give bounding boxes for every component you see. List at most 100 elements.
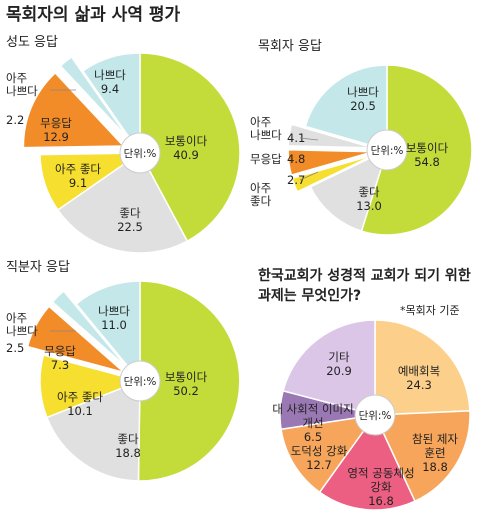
slice-value: 6.5 xyxy=(304,430,322,444)
slice-value: 4.8 xyxy=(287,152,305,166)
slice-value: 7.3 xyxy=(51,358,69,372)
slice-value: 22.5 xyxy=(117,220,143,234)
pie-slice xyxy=(287,123,374,149)
unit-circle xyxy=(354,394,396,436)
pie-slice xyxy=(51,290,129,369)
slice-value: 2.2 xyxy=(6,113,24,127)
pie-slice xyxy=(374,319,471,416)
unit-circle xyxy=(119,132,161,174)
slice-label: 나쁘다 xyxy=(6,84,38,98)
slice-value: 50.2 xyxy=(173,384,199,398)
slice-label: 나쁘다 xyxy=(98,304,130,318)
question-note: *목회자 기준 xyxy=(400,304,460,317)
unit-label: 단위:% xyxy=(359,409,392,422)
slice-label: 강화 xyxy=(370,480,392,494)
pie-slice xyxy=(280,413,377,494)
pie-slice xyxy=(75,280,141,384)
unit-circle xyxy=(366,129,408,171)
chart-title-pastors: 목회자 응답 xyxy=(258,39,322,54)
leader-line xyxy=(299,171,319,181)
pie-slice xyxy=(39,354,143,419)
slice-label: 나쁘다 xyxy=(250,128,282,142)
pie-slice xyxy=(59,55,130,140)
slice-value: 11.0 xyxy=(101,318,127,332)
pie-slice xyxy=(56,151,189,254)
slice-label: 아주 좋다 xyxy=(55,162,101,176)
question-title-line1: 한국교회가 성경적 교회가 되기 위한 xyxy=(258,267,471,284)
slice-value: 18.8 xyxy=(115,446,141,460)
page-title: 목회자의 삶과 사역 평가 xyxy=(6,5,181,25)
slice-value: 4.1 xyxy=(287,131,305,145)
pie-slice xyxy=(22,71,126,149)
slice-value: 18.8 xyxy=(422,460,448,474)
slice-label: 나쁘다 xyxy=(6,324,38,338)
slice-label: 아주 xyxy=(250,115,271,129)
pie-slice xyxy=(291,154,375,193)
slice-label: 아주 xyxy=(6,311,27,325)
pie-slice xyxy=(373,410,471,503)
pie-slice xyxy=(309,148,389,233)
slice-label: 나쁘다 xyxy=(347,85,379,99)
slice-label: 좋다 xyxy=(119,206,141,220)
slice-label: 영적 공동체성 xyxy=(347,466,414,480)
pie-slice xyxy=(39,152,143,211)
slice-label: 참된 제자 xyxy=(412,432,458,446)
unit-label: 단위:% xyxy=(124,147,157,160)
slice-label: 무응답 xyxy=(44,344,76,358)
slice-value: 10.1 xyxy=(67,404,93,418)
slice-label: 보통이다 xyxy=(165,370,208,384)
slice-value: 2.7 xyxy=(287,173,305,187)
slice-label: 개선 xyxy=(302,416,323,430)
pie-slice xyxy=(282,319,376,416)
slice-label: 아주 xyxy=(6,71,27,85)
slice-label: 기타 xyxy=(328,350,350,364)
slice-label: 나쁘다 xyxy=(94,68,126,82)
slice-label: 아주 좋다 xyxy=(57,390,103,404)
slice-value: 9.4 xyxy=(101,82,119,96)
slice-value: 20.9 xyxy=(326,364,352,378)
slice-value: 16.8 xyxy=(368,494,394,508)
slice-value: 2.5 xyxy=(6,341,24,355)
slice-value: 54.8 xyxy=(414,155,440,169)
slice-label: 도덕성 강화 xyxy=(291,444,348,458)
slice-value: 9.1 xyxy=(69,176,87,190)
pie-slice xyxy=(287,149,374,177)
slice-label: 보통이다 xyxy=(406,141,449,155)
unit-label: 단위:% xyxy=(371,144,404,157)
pie-slice xyxy=(45,379,141,482)
slice-value: 20.5 xyxy=(350,99,376,113)
slice-label: 좋다 xyxy=(358,185,380,199)
pie-slice xyxy=(318,413,416,511)
slice-label: 좋다 xyxy=(117,432,139,446)
slice-value: 24.3 xyxy=(406,378,432,392)
pie-slice xyxy=(304,64,388,151)
leader-line xyxy=(299,137,319,141)
slice-value: 40.9 xyxy=(173,148,199,162)
question-title-line2: 과제는 무엇인가? xyxy=(258,287,361,304)
slice-label: 예배회복 xyxy=(398,364,440,378)
slice-label: 대 사회적 이미지 xyxy=(272,402,353,416)
unit-circle xyxy=(119,360,161,402)
pie-slice xyxy=(81,52,141,156)
slice-label: 아주 xyxy=(250,181,271,195)
chart-title-officers: 직분자 응답 xyxy=(6,260,70,275)
pie-slice xyxy=(137,280,241,482)
slice-value: 12.9 xyxy=(43,130,69,144)
slice-value: 12.7 xyxy=(306,458,332,472)
chart-title-members: 성도 응답 xyxy=(6,35,58,50)
slice-label: 무응답 xyxy=(250,152,282,166)
slice-label: 무응답 xyxy=(40,116,72,130)
pie-slice xyxy=(26,305,125,374)
unit-label: 단위:% xyxy=(124,375,157,388)
slice-label: 보통이다 xyxy=(165,134,208,148)
pie-slice xyxy=(360,64,473,236)
slice-label: 좋다 xyxy=(250,194,272,208)
slice-label: 훈련 xyxy=(424,446,445,460)
